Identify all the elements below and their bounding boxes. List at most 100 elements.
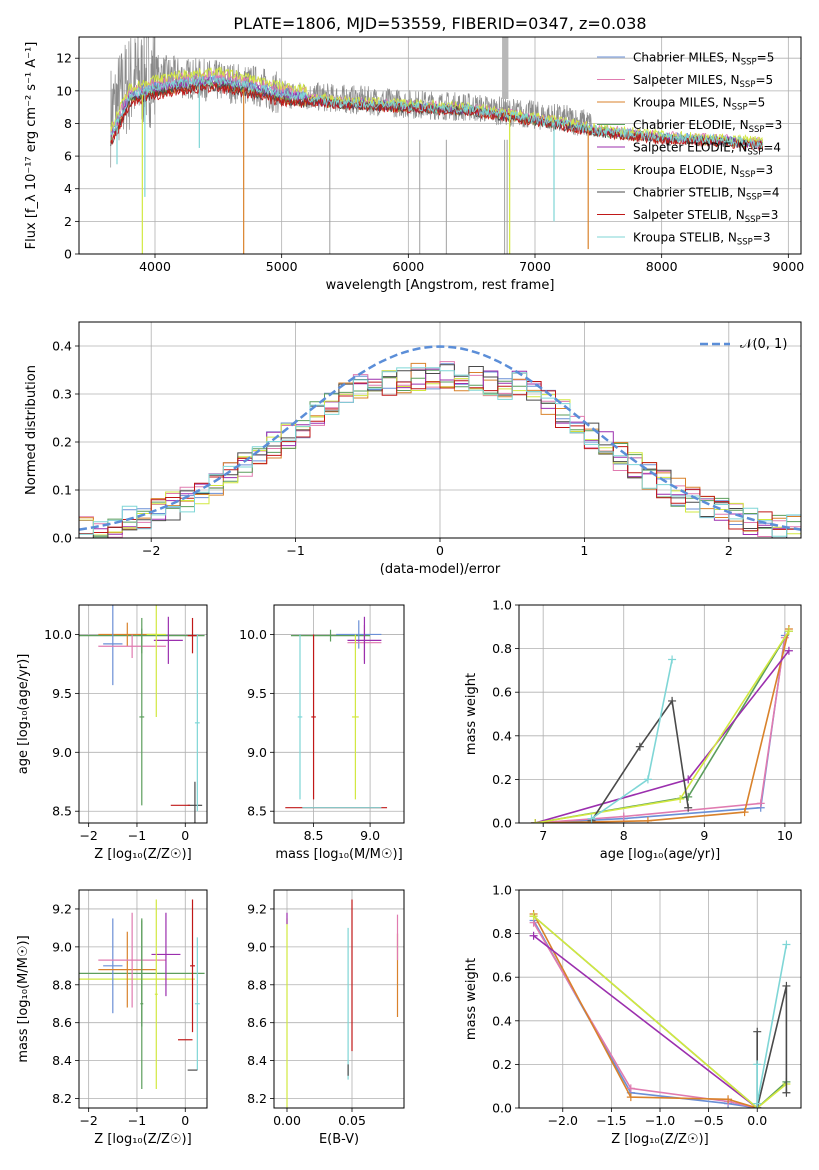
y-tick-label: 8.8: [52, 977, 72, 992]
y-tick-label: 8.2: [247, 1091, 267, 1106]
axes-frame: [78, 889, 208, 1109]
y-tick-label: 0.4: [492, 728, 512, 743]
x-tick-label: −1.0: [645, 1113, 675, 1128]
y-tick-label: 9.0: [52, 939, 72, 954]
legend-series-name: Kroupa STELIB, N: [633, 231, 737, 245]
y-tick-label: 8.5: [247, 804, 267, 819]
y-tick-label: 0.4: [492, 1013, 512, 1028]
weight-line-2: [535, 628, 790, 823]
x-tick-label: 8.5: [304, 828, 324, 843]
normal-curve: [79, 345, 801, 531]
y-tick-label: 1.0: [492, 598, 512, 613]
grid: [79, 890, 207, 1108]
axes-frame: [518, 604, 802, 824]
legend-subscript: SSP: [737, 238, 753, 248]
grid: [519, 604, 801, 824]
weight-marker: [684, 775, 693, 784]
weight-marker: [626, 1093, 635, 1102]
y-tick-label: 8.4: [52, 1053, 72, 1068]
masked-region: [502, 37, 509, 99]
axes-frame: [518, 889, 802, 1109]
age-vs-mass-panel: 8.5 9.0 8.5 9.0 9.5 10.0 mass [log₁₀(M/M☉)]: [239, 604, 405, 862]
weight-line-5: [534, 630, 790, 823]
y-tick-label: 0.0: [492, 1101, 512, 1116]
weight-marker: [724, 1095, 733, 1104]
legend-subscript: SSP: [749, 125, 765, 135]
legend-nssp: =3: [765, 118, 783, 132]
legend-series-name: Kroupa MILES, N: [633, 96, 732, 110]
histogram-4: [79, 368, 801, 538]
age-vs-metallicity-panel: −2 −1 0 8.5 9.0 9.5 10.0 Z [log₁₀(Z/Z☉)] age [lo…: [16, 604, 208, 862]
grid: [79, 605, 207, 823]
errorbar-plot: [285, 616, 388, 809]
x-tick-label: 0.05: [338, 1113, 366, 1128]
weight-marker: [676, 795, 685, 804]
y-axis-label: Normed distribution: [24, 365, 39, 495]
weight-plot: [529, 909, 791, 1108]
y-tick-label: 8.4: [247, 1053, 267, 1068]
y-axis-label: mass [log₁₀(M/M☉)]: [16, 935, 31, 1062]
axes-frame: [78, 36, 802, 255]
weight-plot: [531, 624, 793, 823]
x-axis-label: (data-model)/error: [380, 562, 501, 577]
y-tick-label: 0.8: [492, 641, 512, 656]
y-tick-label: 0.2: [52, 435, 72, 450]
x-axis-label: age [log₁₀(age/yr)]: [600, 847, 721, 862]
y-tick-label: 9.5: [247, 686, 267, 701]
y-tick-label: 0.6: [492, 970, 512, 985]
weight-vs-age-panel: 7 8 9 10 0.0 0.2 0.4 0.6 0.8 1.0 age [log₁₀(age/yr…: [464, 598, 802, 862]
legend-nssp: =5: [748, 96, 766, 110]
x-tick-label: 6000: [392, 259, 424, 274]
weight-vs-metallicity-panel: −2.0 −1.5 −1.0 −0.5 0.0 0.0 0.2 0.4 0.6 0.8 1.0 Z […: [464, 883, 802, 1147]
weight-marker: [626, 1084, 635, 1093]
weight-line-6: [756, 985, 788, 1108]
x-tick-label: 10: [777, 828, 793, 843]
grid: [79, 322, 801, 539]
legend-entry: Chabrier ELODIE, NSSP=3: [633, 118, 782, 135]
x-tick-label: 9: [700, 828, 708, 843]
figure-title: PLATE=1806, MJD=53559, FIBERID=0347, z=0…: [233, 14, 646, 33]
y-tick-label: 12: [56, 51, 72, 66]
x-tick-label: −1: [128, 828, 146, 843]
x-tick-label: −2: [79, 1113, 97, 1128]
weight-marker: [587, 814, 596, 823]
axes-frame: [273, 889, 405, 1109]
x-tick-label: 9000: [772, 259, 804, 274]
y-tick-label: 0.4: [52, 339, 72, 354]
weight-marker: [782, 940, 791, 949]
x-tick-label: 0: [181, 828, 189, 843]
legend-series-name: Salpeter ELODIE, N: [633, 141, 747, 155]
weight-marker: [784, 646, 793, 655]
weight-marker: [635, 742, 644, 751]
histogram-7: [79, 380, 801, 535]
weight-line-4: [534, 650, 790, 823]
legend-nssp: =5: [757, 51, 775, 65]
legend-subscript: SSP: [745, 215, 761, 225]
weight-marker: [753, 1060, 762, 1069]
legend-entry: Kroupa MILES, NSSP=5: [633, 96, 765, 113]
y-tick-label: 0.3: [52, 387, 72, 402]
y-tick-label: 1.0: [492, 883, 512, 898]
y-tick-label: 8.6: [52, 1015, 72, 1030]
y-tick-label: 0: [64, 247, 72, 262]
x-axis-label: Z [log₁₀(Z/Z☉)]: [94, 847, 191, 862]
y-tick-label: 9.0: [247, 939, 267, 954]
y-tick-label: 8.6: [247, 1015, 267, 1030]
y-tick-label: 2: [64, 214, 72, 229]
x-tick-label: −2: [79, 828, 97, 843]
legend-entry: 𝒩(0, 1): [740, 337, 787, 352]
y-tick-label: 10.0: [239, 627, 267, 642]
observed-spectrum: [110, 37, 593, 168]
y-axis-label: mass weight: [464, 673, 479, 755]
x-tick-label: 7: [539, 828, 547, 843]
weight-line-4: [533, 935, 758, 1108]
weight-marker: [756, 799, 765, 808]
x-tick-label: 5000: [266, 259, 298, 274]
weight-marker: [740, 808, 749, 817]
legend-entry: Kroupa ELODIE, NSSP=3: [633, 163, 773, 180]
weight-marker: [753, 1099, 762, 1108]
legend-nssp: =4: [762, 186, 780, 200]
y-tick-label: 9.0: [247, 745, 267, 760]
x-tick-label: −1.5: [596, 1113, 626, 1128]
legend-subscript: SSP: [740, 170, 756, 180]
